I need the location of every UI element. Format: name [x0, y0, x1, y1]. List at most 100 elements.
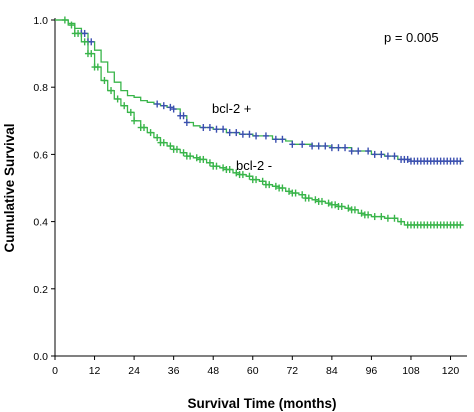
- censor-mark: [279, 184, 286, 192]
- censor-mark: [220, 125, 227, 133]
- censor-mark: [81, 38, 88, 46]
- censor-mark: [180, 112, 187, 120]
- series-bcl2-negative: [55, 16, 464, 229]
- censor-mark: [167, 142, 174, 150]
- censor-mark: [351, 206, 358, 214]
- censor-mark: [239, 171, 246, 179]
- censor-mark: [213, 125, 220, 133]
- censor-mark: [226, 129, 233, 137]
- censor-mark: [312, 196, 319, 204]
- censor-mark: [378, 150, 385, 158]
- censor-mark: [315, 142, 322, 150]
- series-label-bcl2-positive: bcl-2 +: [212, 101, 251, 116]
- censor-mark: [391, 152, 398, 160]
- censor-mark: [342, 144, 349, 152]
- censor-mark: [206, 159, 213, 167]
- censor-mark: [457, 157, 464, 165]
- y-tick-label: 0.4: [33, 217, 48, 229]
- censor-mark: [371, 213, 378, 221]
- censor-mark: [88, 38, 95, 46]
- censor-mark: [272, 135, 279, 143]
- censor-mark: [239, 130, 246, 138]
- censor-mark: [391, 214, 398, 222]
- censor-mark: [160, 102, 167, 110]
- x-tick-label: 24: [128, 365, 140, 377]
- censor-mark: [279, 135, 286, 143]
- censor-mark: [187, 152, 194, 160]
- censor-mark: [147, 129, 154, 137]
- censor-mark: [94, 63, 101, 71]
- censor-mark: [213, 162, 220, 170]
- censor-mark: [61, 16, 68, 24]
- x-tick-label: 0: [52, 365, 58, 377]
- series-layer: [55, 16, 464, 229]
- censor-mark: [154, 134, 161, 142]
- censor-mark: [114, 95, 121, 103]
- censor-mark: [332, 201, 339, 209]
- censor-mark: [183, 118, 190, 126]
- censor-mark: [253, 132, 260, 140]
- x-tick-label: 36: [168, 365, 180, 377]
- censor-mark: [286, 187, 293, 195]
- x-axis-title: Survival Time (months): [187, 396, 336, 411]
- censor-mark: [358, 209, 365, 217]
- censor-mark: [127, 108, 134, 116]
- y-axis: 0.0 0.2 0.4 0.6 0.8 1.0: [33, 15, 56, 363]
- censor-mark: [355, 147, 362, 155]
- censor-mark: [384, 214, 391, 222]
- censor-mark: [289, 140, 296, 148]
- censor-mark: [108, 87, 115, 95]
- y-tick-label: 0.0: [33, 351, 48, 363]
- censor-mark: [262, 132, 269, 140]
- x-tick-label: 60: [247, 365, 259, 377]
- p-value-label: p = 0.005: [384, 30, 439, 45]
- censor-mark: [233, 129, 240, 137]
- censor-mark: [328, 144, 335, 152]
- y-tick-label: 1.0: [33, 15, 48, 27]
- x-tick-label: 108: [402, 365, 420, 377]
- censor-mark: [167, 103, 174, 111]
- censor-mark: [88, 50, 95, 58]
- censor-mark: [404, 155, 411, 163]
- censor-mark: [160, 139, 167, 147]
- y-axis-title: Cumulative Survival: [2, 123, 17, 252]
- x-tick-label: 96: [366, 365, 378, 377]
- series-label-bcl2-negative: bcl-2 -: [236, 158, 272, 173]
- censor-mark: [345, 204, 352, 212]
- censor-mark: [233, 169, 240, 177]
- censor-mark: [206, 124, 213, 132]
- censor-mark: [140, 124, 147, 132]
- censor-mark: [200, 155, 207, 163]
- censor-mark: [318, 197, 325, 205]
- censor-mark: [325, 199, 332, 207]
- censor-mark: [371, 150, 378, 158]
- series-bcl2-positive: [55, 19, 464, 165]
- censor-mark: [253, 176, 260, 184]
- y-tick-label: 0.6: [33, 149, 48, 161]
- censor-mark: [309, 142, 316, 150]
- x-tick-label: 120: [442, 365, 460, 377]
- censor-mark: [154, 100, 161, 108]
- x-tick-label: 12: [89, 365, 101, 377]
- y-tick-label: 0.8: [33, 82, 48, 94]
- censor-mark: [365, 211, 372, 219]
- censor-mark: [398, 218, 405, 226]
- censor-mark: [457, 221, 464, 229]
- censor-mark: [170, 105, 177, 113]
- x-tick-label: 84: [326, 365, 338, 377]
- censor-mark: [75, 29, 82, 37]
- censor-mark: [220, 164, 227, 172]
- censor-mark: [305, 194, 312, 202]
- censor-mark: [322, 142, 329, 150]
- censor-mark: [378, 213, 385, 221]
- censor-mark: [335, 144, 342, 152]
- censor-mark: [131, 117, 138, 125]
- censor-mark: [292, 189, 299, 197]
- censor-mark: [365, 147, 372, 155]
- censor-mark: [266, 181, 273, 189]
- survival-curve-bcl2-negative: [55, 19, 464, 226]
- censor-mark: [81, 29, 88, 37]
- x-axis: 0 12 24 36 48 60 72 84 96 108 120: [52, 355, 467, 377]
- censor-mark: [338, 202, 345, 210]
